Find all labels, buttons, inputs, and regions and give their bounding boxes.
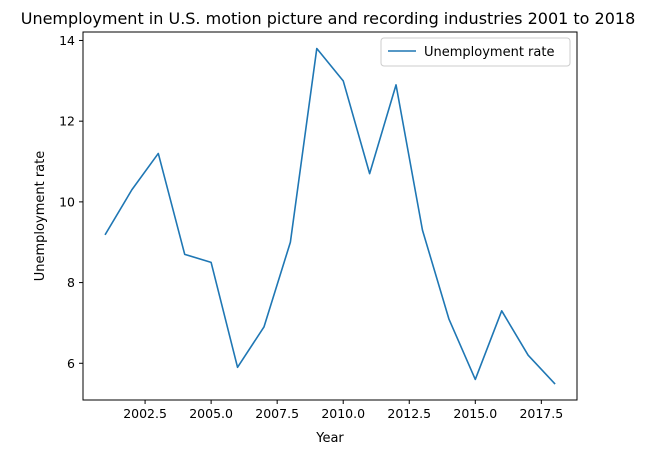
data-point — [184, 254, 186, 256]
data-point — [474, 379, 476, 381]
data-point — [448, 318, 450, 320]
x-tick-label: 2015.0 — [453, 406, 497, 421]
data-point — [369, 173, 371, 175]
x-tick-label: 2007.5 — [255, 406, 299, 421]
data-point — [501, 310, 503, 312]
y-axis-label: Unemployment rate — [33, 151, 48, 281]
data-point — [157, 153, 159, 155]
data-point — [290, 241, 292, 243]
legend: Unemployment rate — [380, 37, 571, 67]
plot-area: 2002.5 2005.0 2007.5 2010.0 2012.5 2015.0 2017… — [59, 31, 578, 421]
chart-title: Unemployment in U.S. motion picture and … — [21, 9, 636, 28]
data-point — [131, 189, 133, 191]
y-tick-label: 10 — [59, 194, 75, 209]
data-point — [237, 367, 239, 369]
y-tick-label: 14 — [59, 33, 75, 48]
data-point — [422, 229, 424, 231]
y-tick-label: 6 — [67, 356, 75, 371]
data-point — [263, 326, 265, 328]
x-tick-label: 2010.0 — [321, 406, 365, 421]
y-tick-label: 12 — [59, 114, 75, 129]
series-line — [104, 47, 556, 385]
legend-frame — [380, 37, 571, 67]
data-point — [342, 80, 344, 82]
x-tick-label: 2005.0 — [189, 406, 233, 421]
y-tick-label: 8 — [67, 275, 75, 290]
data-point — [105, 233, 107, 235]
legend-label: Unemployment rate — [424, 45, 554, 60]
data-point — [395, 84, 397, 86]
data-point — [210, 262, 212, 264]
series-lines — [104, 47, 556, 385]
x-tick-label: 2012.5 — [387, 406, 431, 421]
x-tick-label: 2002.5 — [123, 406, 167, 421]
data-point — [316, 48, 318, 50]
data-point — [527, 354, 529, 356]
x-axis-label: Year — [315, 431, 344, 446]
data-point — [554, 383, 556, 385]
y-axis: 6 8 10 12 14 — [59, 33, 83, 371]
x-axis: 2002.5 2005.0 2007.5 2010.0 2012.5 2015.0 2017… — [123, 400, 563, 421]
plot-frame — [82, 31, 578, 401]
x-tick-label: 2017.5 — [519, 406, 563, 421]
